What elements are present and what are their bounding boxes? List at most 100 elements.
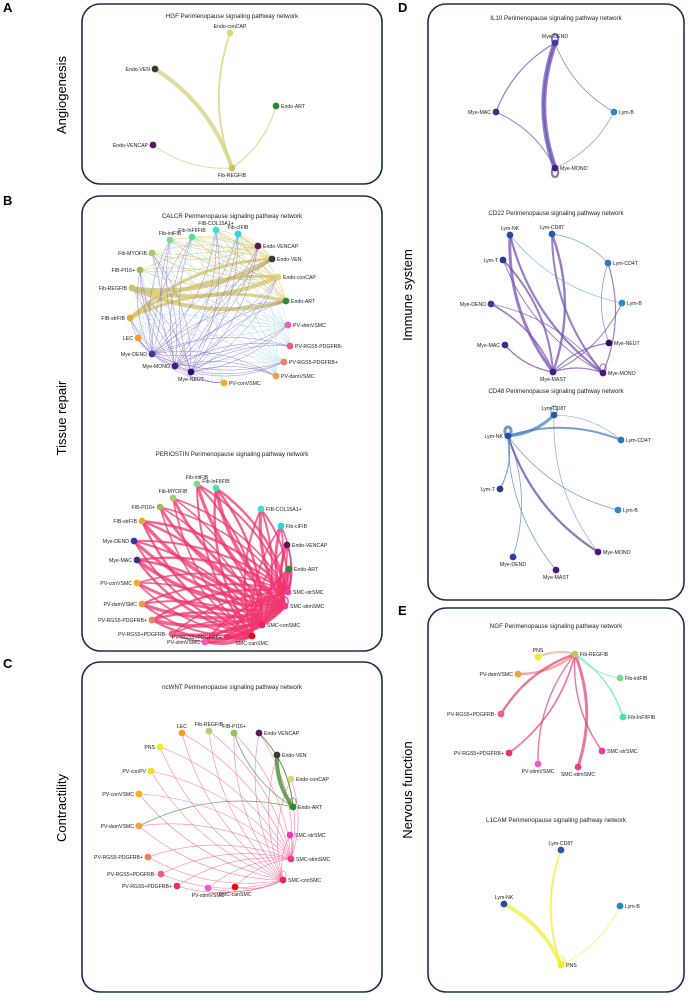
node-label: Mye-DEND [103, 539, 129, 545]
network-node [255, 729, 263, 737]
network-node [226, 29, 234, 37]
network-cd22: CD22 Perimenopause signaling pathway net… [460, 210, 643, 383]
network-edge [151, 236, 193, 355]
network-edge [151, 252, 277, 377]
network-node [135, 790, 143, 798]
network-cd48: CD48 Perimenopause signaling pathway net… [480, 388, 651, 581]
network-edge [139, 269, 277, 377]
node-label: Mye-DEND [460, 302, 486, 308]
network-edge [151, 300, 287, 355]
node-label: SMC-stimSMC [296, 857, 331, 863]
network-node [284, 588, 292, 596]
network-edge [131, 287, 192, 373]
node-label: PV-conVSMC [102, 792, 134, 798]
node-label: Endo-VENCAP [113, 143, 149, 149]
node-label: PV-damVSMC [101, 824, 135, 830]
node-label: Lym-NK [484, 434, 503, 440]
node-label: Lym-NK [495, 895, 514, 901]
network-node [548, 230, 556, 238]
node-label: Endo-VENCAP [263, 244, 299, 250]
network-edge [169, 239, 279, 278]
network-edge [138, 793, 292, 860]
self-loop-edge [279, 870, 287, 881]
node-label: PV-conVSMC [100, 581, 132, 587]
node-label: PV-RGS5+PDGFRB- [107, 872, 156, 878]
network-periostin: PERIOSTIN Perimenopause signaling pathwa… [98, 451, 328, 647]
network-edge [174, 276, 279, 367]
network-node [285, 565, 293, 573]
network-edge [191, 236, 289, 326]
network-calcr: CALCR Perimenopause signaling pathway ne… [99, 213, 343, 387]
self-loop-edge [550, 405, 558, 416]
network-edge [137, 337, 192, 373]
node-label: PV-stimVSMC [192, 893, 225, 899]
network-il10: IL10 Perimenopause signaling pathway net… [468, 15, 634, 179]
node-label: PV-conPV [122, 769, 146, 775]
node-label: Mye-MAC [468, 110, 491, 116]
node-label: Fib-InFIIFIB [628, 715, 656, 721]
network-node [610, 108, 618, 116]
node-label: PV-RGS5+PDGFRB- [118, 632, 167, 638]
node-label: PV-damVSMC [281, 374, 315, 380]
node-label: Endo-ART [294, 567, 319, 573]
network-node [148, 249, 156, 257]
network-node [496, 485, 504, 493]
network-edge [151, 233, 239, 355]
node-label: Endo-ART [291, 299, 316, 305]
network-node [277, 522, 285, 530]
network-node [286, 342, 294, 350]
side-label-contractility: Contractility [54, 774, 69, 842]
network-edge [135, 556, 290, 594]
node-label: FIB-COL15A1+ [266, 507, 302, 513]
node-label: Lym-B [619, 110, 634, 116]
network-node [223, 633, 231, 641]
network-edge [260, 508, 290, 593]
node-label: Mye-MAC [109, 558, 132, 564]
self-loop-edge [550, 32, 560, 44]
node-label: Endo-conCAP [296, 777, 329, 783]
network-edge [131, 287, 291, 347]
node-label: Fib-intFIB [159, 231, 182, 237]
node-label: Fib-cIFIB [227, 225, 249, 231]
network-node [287, 855, 295, 863]
node-label: Mye-MAST [543, 575, 570, 581]
node-label: Fib-REGFIB [99, 286, 128, 292]
network-edge [217, 32, 233, 169]
network-node [616, 902, 624, 910]
network-edge [128, 292, 288, 320]
network-edge [551, 233, 609, 264]
network-edge [237, 233, 289, 326]
network-edge [233, 732, 294, 808]
network-node [133, 579, 141, 587]
network-edge [140, 519, 290, 594]
node-label: Fib-REGFIB [580, 652, 609, 658]
network-edge [549, 849, 562, 966]
node-label: PV-stimVSMC [293, 323, 326, 329]
network-edge [560, 905, 621, 966]
network-edge [490, 303, 604, 374]
network-edge [537, 653, 576, 765]
network-node [231, 883, 239, 891]
network-edge [176, 879, 284, 894]
network-node [257, 505, 265, 513]
network-edge [191, 236, 279, 278]
network-edge [508, 233, 605, 375]
network-edge [261, 544, 288, 626]
node-label: SMC-strSMC [293, 590, 324, 596]
network-edge [169, 239, 287, 302]
network-edge [490, 303, 554, 373]
network-node [289, 803, 297, 811]
network-edge [174, 258, 273, 367]
node-label: Lym-CD4T [626, 438, 652, 444]
node-label: Endo-conCAP [283, 275, 316, 281]
network-node [212, 226, 220, 234]
network-node [148, 616, 156, 624]
network-node [205, 727, 213, 735]
network-edge [508, 653, 576, 754]
node-label: PV-damVSMC [480, 672, 514, 678]
network-edge [139, 269, 291, 347]
network-edge [251, 568, 290, 637]
network-edge [131, 287, 225, 384]
node-label: Endo-VEN [277, 257, 302, 263]
network-edge [131, 287, 289, 327]
